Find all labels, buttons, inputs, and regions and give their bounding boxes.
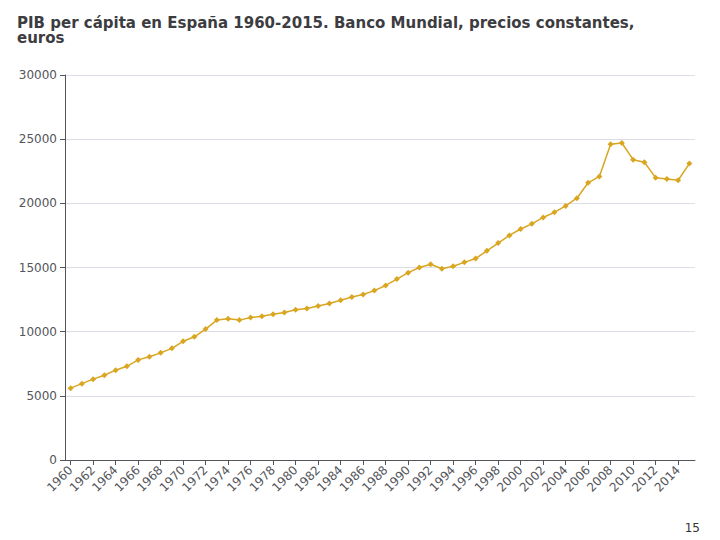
- svg-text:1986: 1986: [336, 463, 369, 495]
- svg-text:2014: 2014: [652, 463, 683, 494]
- svg-text:25000: 25000: [19, 132, 57, 146]
- svg-text:1988: 1988: [359, 463, 391, 495]
- svg-text:1994: 1994: [426, 463, 459, 495]
- svg-text:PIB per cápita en España 1960-: PIB per cápita en España 1960-2015. Banc…: [17, 14, 634, 32]
- svg-text:2004: 2004: [539, 463, 571, 495]
- svg-text:15000: 15000: [19, 261, 57, 275]
- svg-text:1998: 1998: [471, 463, 504, 495]
- svg-text:20000: 20000: [19, 196, 57, 210]
- svg-text:2006: 2006: [561, 463, 594, 495]
- svg-text:1982: 1982: [291, 463, 324, 495]
- svg-text:5000: 5000: [26, 389, 57, 403]
- svg-text:15: 15: [685, 521, 700, 535]
- svg-text:1992: 1992: [404, 463, 436, 495]
- svg-text:2000: 2000: [494, 463, 526, 495]
- svg-text:1964: 1964: [89, 463, 121, 495]
- svg-text:1984: 1984: [314, 463, 346, 495]
- svg-text:1980: 1980: [269, 463, 301, 495]
- svg-text:2010: 2010: [606, 463, 639, 495]
- svg-text:10000: 10000: [19, 325, 57, 339]
- svg-text:1962: 1962: [66, 463, 99, 495]
- svg-text:1960: 1960: [44, 463, 76, 495]
- svg-text:1970: 1970: [156, 463, 189, 495]
- svg-text:2008: 2008: [584, 463, 616, 495]
- svg-text:2012: 2012: [629, 463, 661, 495]
- svg-text:0: 0: [49, 453, 57, 467]
- svg-text:30000: 30000: [19, 68, 57, 82]
- svg-text:2002: 2002: [516, 463, 549, 495]
- svg-text:euros: euros: [17, 29, 65, 47]
- svg-text:1972: 1972: [179, 463, 211, 495]
- svg-text:1968: 1968: [134, 463, 166, 495]
- svg-text:1976: 1976: [224, 463, 256, 495]
- svg-text:1974: 1974: [201, 463, 234, 495]
- svg-text:1996: 1996: [449, 463, 481, 495]
- svg-text:1966: 1966: [111, 463, 144, 495]
- svg-text:1990: 1990: [381, 463, 414, 495]
- svg-text:1978: 1978: [246, 463, 279, 495]
